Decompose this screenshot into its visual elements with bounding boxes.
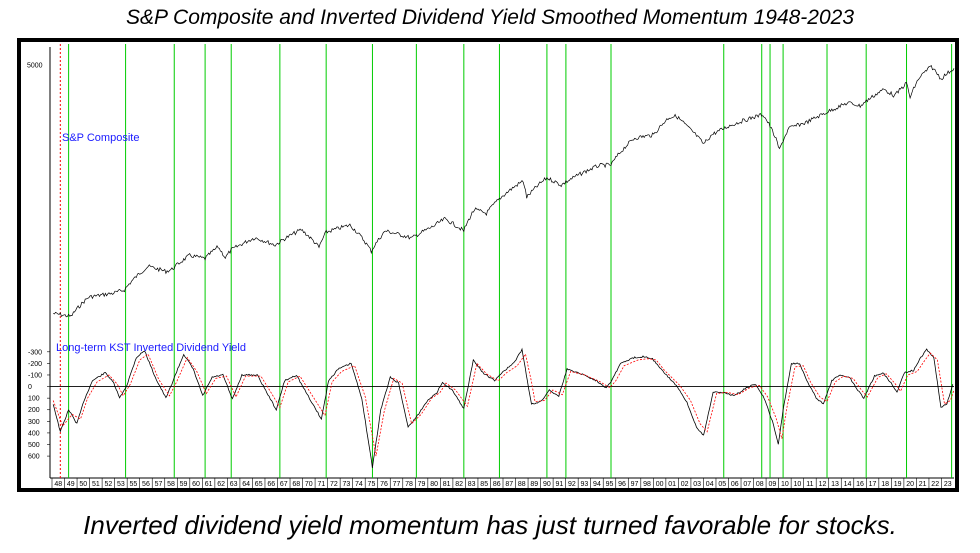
x-tick-label: 08 xyxy=(756,481,764,488)
x-tick-label: 78 xyxy=(405,481,413,488)
x-tick-label: 79 xyxy=(418,481,426,488)
x-tick-label: 82 xyxy=(455,481,463,488)
x-tick-label: 06 xyxy=(731,481,739,488)
x-tick-label: 97 xyxy=(631,481,639,488)
y-tick-label: -200 xyxy=(28,361,42,368)
x-tick-label: 03 xyxy=(693,481,701,488)
chart-frame xyxy=(17,38,959,492)
x-tick-label: 87 xyxy=(505,481,513,488)
x-tick-label: 58 xyxy=(167,481,175,488)
x-tick-label: 71 xyxy=(317,481,325,488)
y-tick-label: 500 xyxy=(28,442,40,449)
x-tick-label: 12 xyxy=(819,481,827,488)
x-tick-label: 77 xyxy=(393,481,401,488)
y-tick-label: 5000 xyxy=(27,62,43,69)
x-tick-label: 09 xyxy=(768,481,776,488)
x-tick-label: 62 xyxy=(217,481,225,488)
x-tick-label: 55 xyxy=(130,481,138,488)
y-tick-label: -100 xyxy=(28,372,42,379)
x-tick-label: 48 xyxy=(54,481,62,488)
x-tick-label: 91 xyxy=(555,481,563,488)
x-tick-label: 74 xyxy=(355,481,363,488)
x-tick-label: 21 xyxy=(919,481,927,488)
x-tick-label: 81 xyxy=(443,481,451,488)
y-tick-label: 600 xyxy=(28,454,40,461)
x-tick-label: 63 xyxy=(230,481,238,488)
caption: Inverted dividend yield momentum has jus… xyxy=(83,510,897,540)
x-tick-label: 23 xyxy=(944,481,952,488)
x-tick-label: 04 xyxy=(706,481,714,488)
chart-title: S&P Composite and Inverted Dividend Yiel… xyxy=(125,6,855,29)
y-tick-label: 0 xyxy=(28,384,32,391)
y-tick-label: 100 xyxy=(28,396,40,403)
lower-panel-label: Long-term KST Inverted Dividend Yield xyxy=(56,342,246,354)
x-tick-label: 57 xyxy=(155,481,163,488)
x-tick-label: 90 xyxy=(543,481,551,488)
x-tick-label: 51 xyxy=(92,481,100,488)
x-tick-label: 13 xyxy=(831,481,839,488)
x-tick-label: 73 xyxy=(343,481,351,488)
x-tick-label: 68 xyxy=(292,481,300,488)
x-tick-label: 59 xyxy=(180,481,188,488)
x-tick-label: 70 xyxy=(305,481,313,488)
x-tick-label: 52 xyxy=(104,481,112,488)
x-tick-label: 65 xyxy=(255,481,263,488)
x-tick-label: 80 xyxy=(430,481,438,488)
lower-panel xyxy=(50,347,955,469)
x-tick-label: 22 xyxy=(931,481,939,488)
x-tick-label: 07 xyxy=(743,481,751,488)
x-tick-label: 89 xyxy=(530,481,538,488)
x-tick-label: 95 xyxy=(606,481,614,488)
x-tick-label: 17 xyxy=(869,481,877,488)
x-tick-label: 02 xyxy=(681,481,689,488)
upper-panel xyxy=(53,65,955,318)
x-tick-label: 93 xyxy=(581,481,589,488)
x-tick-label: 01 xyxy=(668,481,676,488)
x-tick-label: 49 xyxy=(67,481,75,488)
x-tick-label: 19 xyxy=(894,481,902,488)
x-ticks: 48 49 50 51 52 53 55 56 57 58 59 60 61 62 63 64 65 66 67 68… xyxy=(51,478,952,488)
x-tick-label: 94 xyxy=(593,481,601,488)
x-tick-label: 72 xyxy=(330,481,338,488)
x-tick-label: 10 xyxy=(794,481,802,488)
y-ticks: 5000 -300 -200 -100 0 100 200 300 400 500 600 xyxy=(27,62,50,461)
y-tick-label: 200 xyxy=(28,407,40,414)
x-tick-label: 16 xyxy=(856,481,864,488)
x-tick-label: 83 xyxy=(468,481,476,488)
vertical-markers xyxy=(59,44,953,478)
y-tick-label: 300 xyxy=(28,419,40,426)
x-tick-label: 53 xyxy=(117,481,125,488)
x-tick-label: 61 xyxy=(205,481,213,488)
x-tick-label: 86 xyxy=(493,481,501,488)
x-tick-label: 60 xyxy=(192,481,200,488)
upper-panel-label: S&P Composite xyxy=(62,132,139,144)
x-tick-label: 18 xyxy=(881,481,889,488)
x-tick-label: 56 xyxy=(142,481,150,488)
kst-series xyxy=(52,347,954,469)
sp-composite-series xyxy=(53,65,955,318)
x-tick-label: 92 xyxy=(568,481,576,488)
x-tick-label: 14 xyxy=(844,481,852,488)
y-tick-label: 400 xyxy=(28,430,40,437)
x-tick-label: 66 xyxy=(267,481,275,488)
x-tick-label: 85 xyxy=(480,481,488,488)
y-tick-label: -300 xyxy=(28,349,42,356)
x-tick-label: 76 xyxy=(380,481,388,488)
x-tick-label: 88 xyxy=(518,481,526,488)
x-tick-label: 05 xyxy=(718,481,726,488)
x-tick-label: 98 xyxy=(643,481,651,488)
x-tick-label: 11 xyxy=(806,481,813,488)
x-tick-label: 20 xyxy=(906,481,914,488)
x-tick-label: 75 xyxy=(368,481,376,488)
x-tick-label: 96 xyxy=(618,481,626,488)
x-tick-label: 64 xyxy=(242,481,250,488)
x-tick-label: 50 xyxy=(79,481,87,488)
x-tick-label: 00 xyxy=(656,481,664,488)
x-tick-label: 67 xyxy=(280,481,288,488)
x-tick-label: 10 xyxy=(781,481,789,488)
